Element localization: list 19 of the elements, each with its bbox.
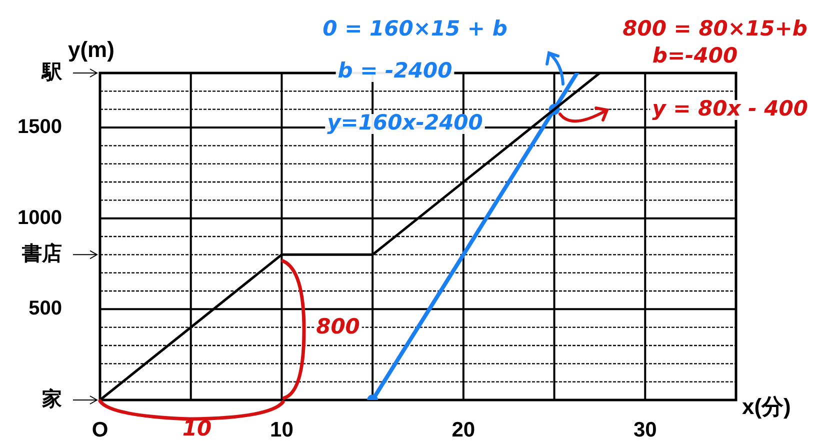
annotation: 800 bbox=[316, 314, 360, 338]
annotation: y = 80x - 400 bbox=[652, 96, 808, 120]
y-tick-label: 書店 bbox=[21, 242, 62, 266]
x-tick-label: 30 bbox=[633, 418, 657, 442]
annotation: y=160x-2400 bbox=[327, 110, 483, 134]
y-tick-label: 1500 bbox=[18, 116, 62, 138]
text: 0 = 160×15 + b bbox=[322, 16, 508, 40]
y-tick-label: 駅 bbox=[41, 62, 63, 84]
y-axis-title: y(m) bbox=[68, 37, 114, 62]
y-tick-label: 500 bbox=[28, 298, 62, 320]
x-axis-title: x(分) bbox=[742, 394, 791, 420]
text: b=-400 bbox=[652, 43, 738, 68]
text: 800 = 80×15+b bbox=[622, 16, 808, 40]
y-tick-label: 1000 bbox=[18, 206, 62, 229]
x-tick-label: O bbox=[92, 418, 108, 442]
annotation: b = -2400 bbox=[338, 58, 452, 82]
x-tick-label: 10 bbox=[270, 418, 294, 442]
y-tick-label: 家 bbox=[41, 388, 62, 411]
x-tick-label: 20 bbox=[452, 418, 476, 442]
